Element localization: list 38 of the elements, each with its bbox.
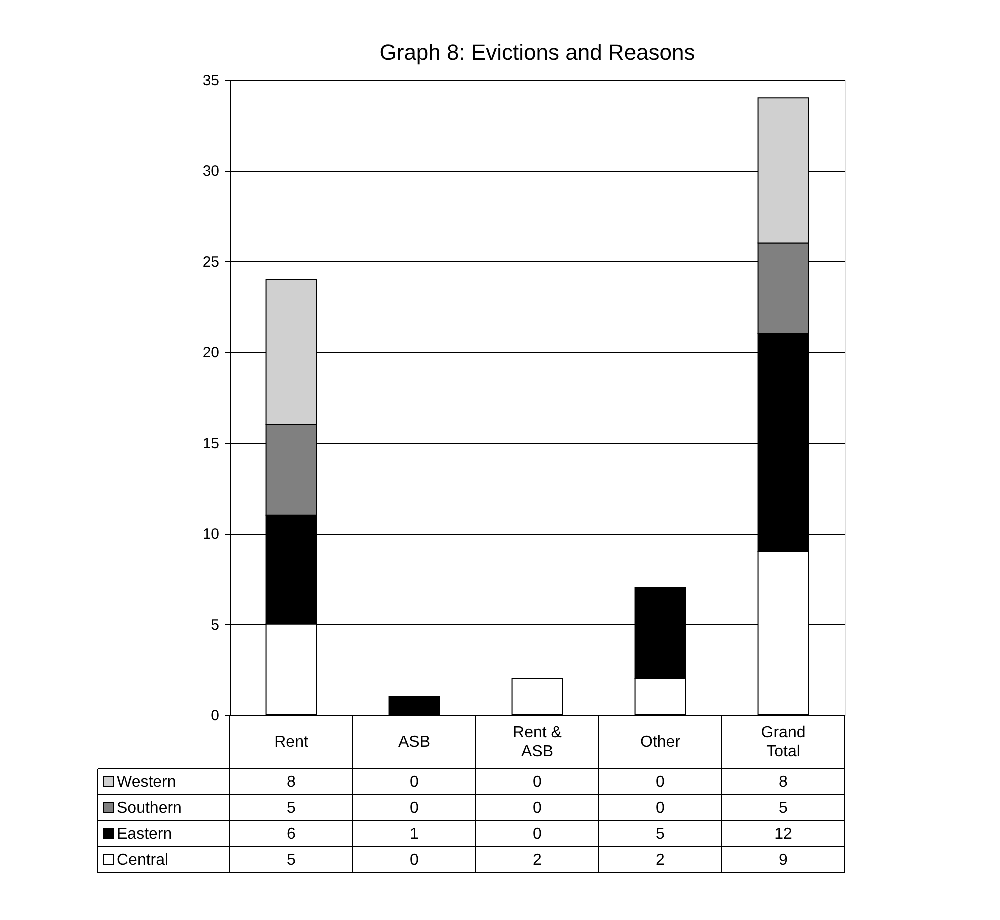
legend-label: Western: [117, 774, 176, 791]
chart-title: Graph 8: Evictions and Reasons: [380, 40, 696, 65]
data-label: 5: [287, 852, 296, 869]
x-tick-label: Rent & ASB: [513, 724, 562, 760]
data-label: 0: [533, 826, 542, 843]
y-tick-label: 0: [211, 708, 220, 724]
y-tick-label: 30: [202, 163, 220, 180]
x-tick-label: Rent: [274, 734, 309, 751]
data-label: 6: [287, 826, 296, 843]
x-tick-label: ASB: [398, 734, 431, 751]
y-tick-label: 5: [211, 616, 220, 634]
y-tick-label: 10: [202, 526, 220, 544]
y-tick-label: 35: [202, 72, 220, 90]
x-tick-label: Other: [640, 734, 682, 751]
data-label: 5: [779, 800, 788, 817]
data-label: 1: [410, 826, 420, 843]
data-label: 0: [533, 800, 542, 817]
legend-label: Central: [117, 852, 169, 869]
data-label: 9: [779, 852, 788, 869]
legend-label: Eastern: [117, 826, 172, 843]
data-label: 5: [656, 826, 666, 843]
data-label: 0: [410, 852, 420, 869]
data-label: 0: [410, 774, 420, 791]
data-label: 8: [779, 774, 788, 791]
y-tick-label: 15: [202, 435, 220, 452]
data-label: 0: [656, 800, 666, 817]
x-tick-label: Grand Total: [761, 724, 806, 760]
data-label: 8: [287, 774, 296, 791]
data-label: 2: [656, 852, 666, 869]
data-label: 5: [287, 800, 296, 817]
data-label: 0: [410, 800, 420, 817]
y-tick-label: 25: [202, 254, 220, 271]
legend-label: Southern: [117, 800, 182, 817]
data-label: 0: [533, 774, 542, 791]
y-tick-label: 20: [202, 344, 220, 362]
data-label: 0: [656, 774, 666, 791]
data-label: 2: [533, 852, 542, 869]
data-label: 12: [774, 826, 792, 843]
